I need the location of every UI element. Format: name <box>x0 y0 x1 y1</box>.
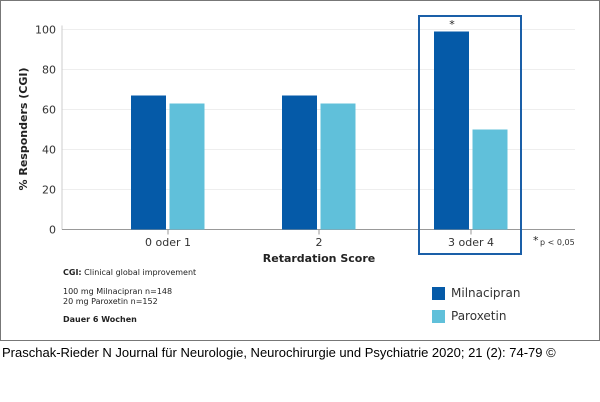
y-tick-label: 20 <box>42 184 56 197</box>
legend-swatch-milnacipran <box>432 286 445 300</box>
significance-marker: * <box>449 18 455 31</box>
x-tick-label: 3 oder 4 <box>448 236 494 249</box>
duration-note: Dauer 6 Wochen <box>63 315 137 324</box>
bar-paroxetin <box>169 103 205 230</box>
y-tick-label: 40 <box>42 144 56 157</box>
bar-paroxetin <box>472 129 508 230</box>
y-tick-label: 60 <box>42 104 56 117</box>
cgi-label: CGI: <box>63 268 82 277</box>
significance-note: p < 0,05 <box>540 238 575 247</box>
y-axis-title: % Responders (CGI) <box>17 68 30 191</box>
dose-milnacipran: 100 mg Milnacipran n=148 <box>63 287 173 296</box>
legend-label: Milnacipran <box>451 286 521 300</box>
x-tick-label: 0 oder 1 <box>145 236 191 249</box>
bar-milnacipran <box>131 95 166 230</box>
bar-paroxetin <box>320 103 356 230</box>
dose-paroxetin: 20 mg Paroxetin n=152 <box>63 297 158 306</box>
y-tick-label: 100 <box>35 24 56 37</box>
significance-note-marker: * <box>533 234 539 247</box>
y-tick-label: 80 <box>42 64 56 77</box>
cgi-note: CGI: Clinical global improvement <box>63 268 196 277</box>
legend-swatch-paroxetin <box>432 309 445 323</box>
bar-milnacipran <box>434 31 469 230</box>
highlight-box <box>418 15 522 255</box>
x-axis-title: Retardation Score <box>263 252 375 265</box>
y-tick-label: 0 <box>49 224 56 237</box>
citation: Praschak-Rieder N Journal für Neurologie… <box>2 345 556 360</box>
bar-milnacipran <box>282 95 317 230</box>
cgi-text: Clinical global improvement <box>84 268 197 277</box>
legend-paroxetin: Paroxetin <box>432 309 506 323</box>
legend-milnacipran: Milnacipran <box>432 286 520 300</box>
legend-label: Paroxetin <box>451 309 507 323</box>
x-tick-label: 2 <box>316 236 323 249</box>
